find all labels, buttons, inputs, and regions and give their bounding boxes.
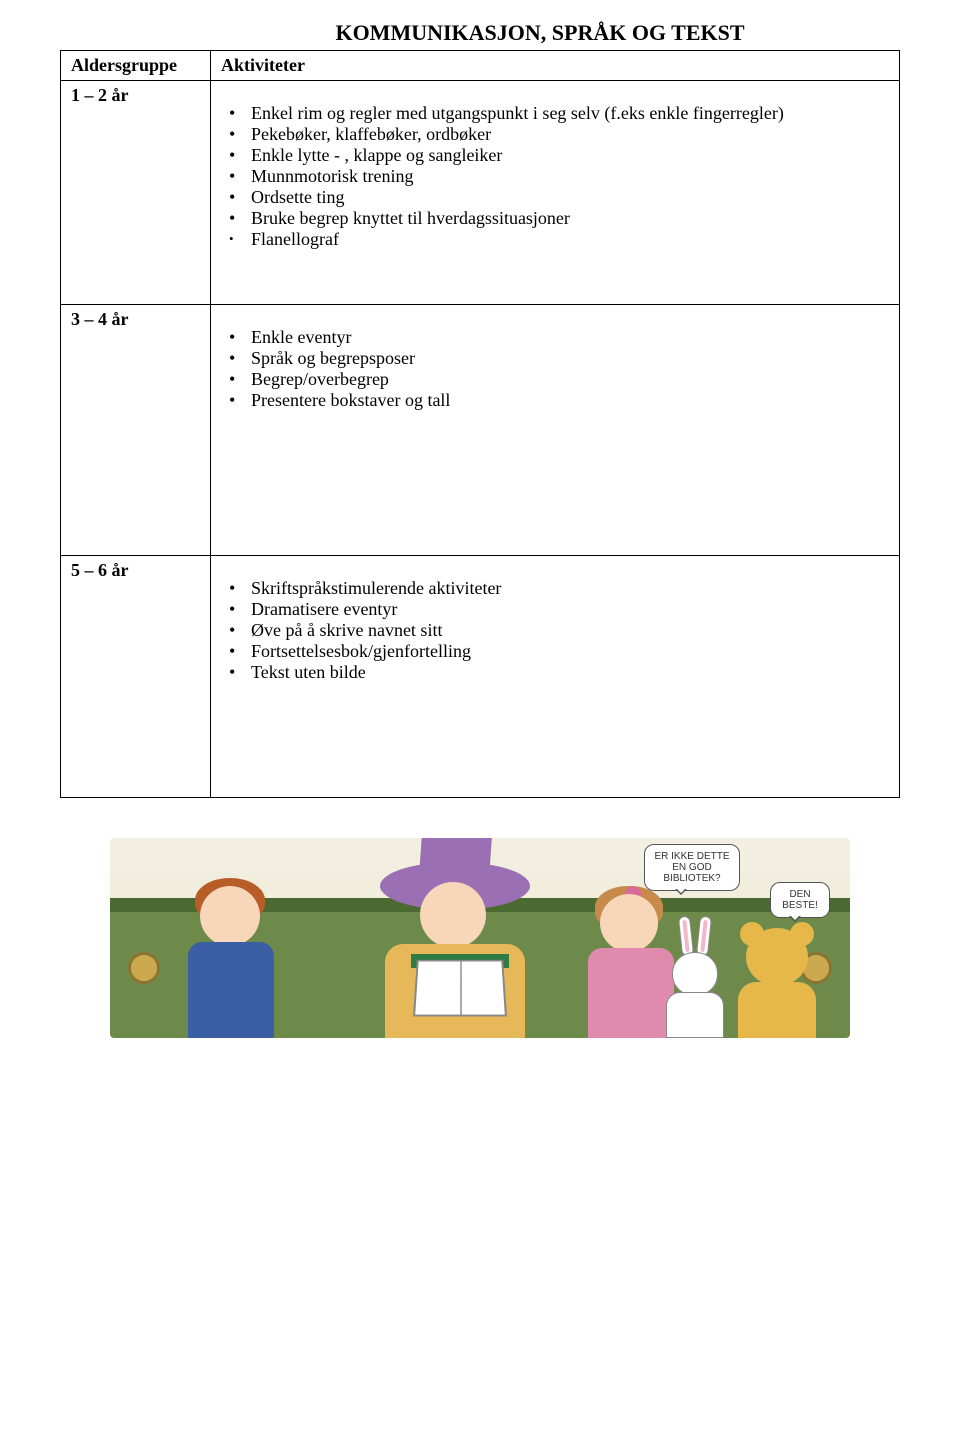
table-row: 1 – 2 år Enkel rim og regler med utgangs… [61,81,900,305]
speech-bubble: ER IKKE DETTE EN GOD BIBLIOTEK? [644,844,740,891]
list-item: Fortsettelsesbok/gjenfortelling [251,641,879,662]
table-row: 5 – 6 år Skriftspråkstimulerende aktivit… [61,556,900,798]
list-item: Enkle lytte - , klappe og sangleiker [251,145,879,166]
bear-figure [732,908,832,1038]
list-item: Ordsette ting [251,187,879,208]
list-item: Enkle eventyr [251,327,879,348]
column-activities-header: Aktiviteter [211,51,900,81]
speech-text: ER IKKE DETTE EN GOD BIBLIOTEK? [654,851,729,884]
column-age-header: Aldersgruppe [61,51,211,81]
boy-figure [170,868,300,1038]
activity-list: Skriftspråkstimulerende aktiviteter Dram… [221,560,889,793]
list-item: Begrep/overbegrep [251,369,879,390]
activity-sublist: Flanellograf [251,229,879,250]
list-item: Øve på å skrive navnet sitt [251,620,879,641]
list-item: Skriftspråkstimulerende aktiviteter [251,578,879,599]
age-group-label: 3 – 4 år [61,305,211,556]
speech-bubble: DEN BESTE! [770,882,830,918]
activities-table: Aldersgruppe Aktiviteter 1 – 2 år Enkel … [60,50,900,798]
activities-cell: Enkle eventyr Språk og begrepsposer Begr… [211,305,900,556]
age-group-label: 1 – 2 år [61,81,211,305]
list-item: Munnmotorisk trening [251,166,879,187]
list-item: Bruke begrep knyttet til hverdagssituasj… [251,208,879,229]
list-item: Flanellograf [251,229,879,250]
activity-list: Enkle eventyr Språk og begrepsposer Begr… [221,309,889,551]
list-item: Tekst uten bilde [251,662,879,683]
age-group-label: 5 – 6 år [61,556,211,798]
table-header-row: Aldersgruppe Aktiviteter [61,51,900,81]
activities-cell: Skriftspråkstimulerende aktiviteter Dram… [211,556,900,798]
table-row: 3 – 4 år Enkle eventyr Språk og begrepsp… [61,305,900,556]
bunny-figure [660,918,740,1038]
list-item: Enkel rim og regler med utgangspunkt i s… [251,103,879,124]
list-item: Dramatisere eventyr [251,599,879,620]
list-item: Språk og begrepsposer [251,348,879,369]
page-title: KOMMUNIKASJON, SPRÅK OG TEKST [60,20,900,46]
list-item: Presentere bokstaver og tall [251,390,879,411]
woman-figure [355,838,555,1038]
speech-text: DEN BESTE! [782,889,818,911]
activities-cell: Enkel rim og regler med utgangspunkt i s… [211,81,900,305]
list-item: Pekebøker, klaffebøker, ordbøker [251,124,879,145]
activity-list: Enkel rim og regler med utgangspunkt i s… [221,85,889,300]
book-icon [413,960,507,1017]
illustration: ER IKKE DETTE EN GOD BIBLIOTEK? DEN BEST… [110,838,850,1038]
